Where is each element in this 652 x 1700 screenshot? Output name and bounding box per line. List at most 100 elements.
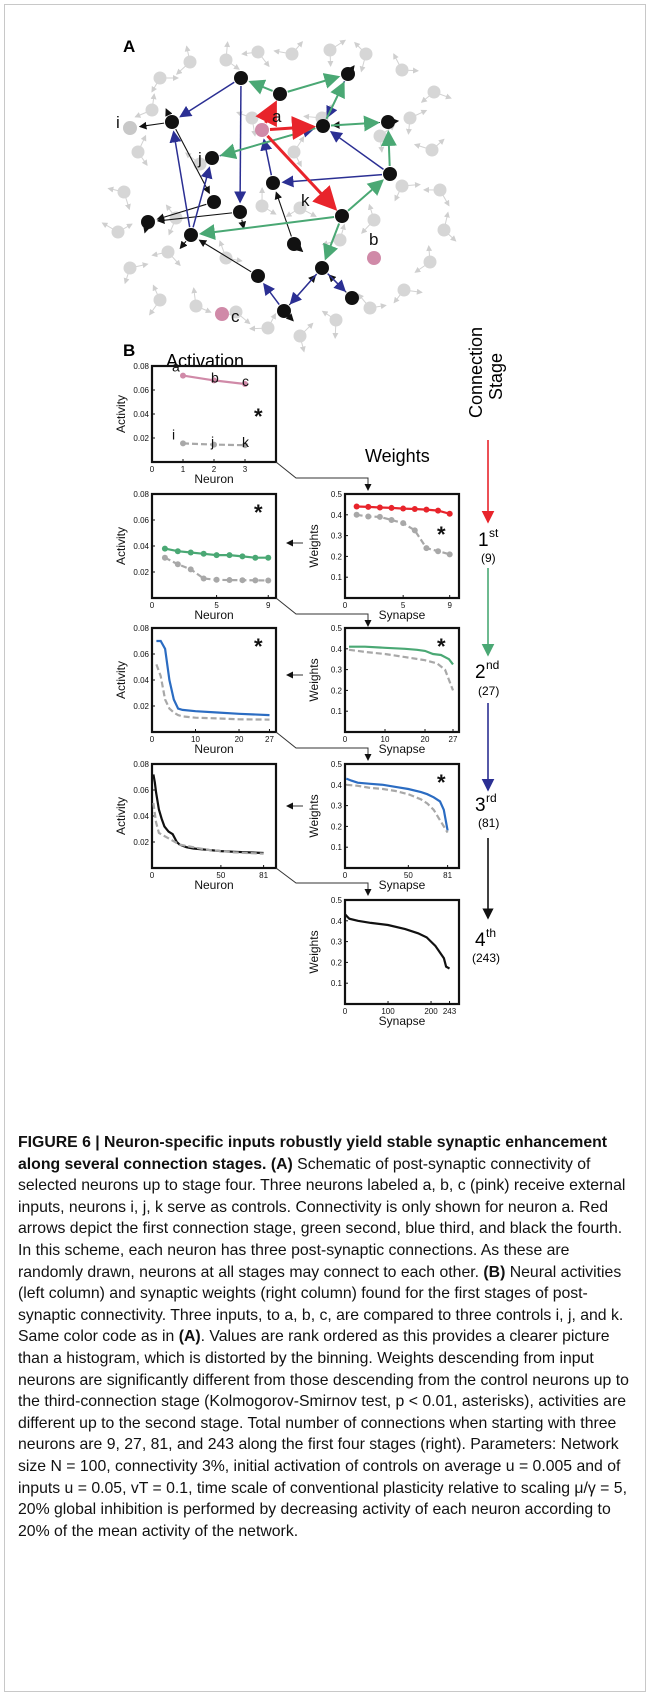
background-neuron xyxy=(395,63,409,77)
stage-2-connection xyxy=(347,179,384,212)
connected-neuron xyxy=(205,151,219,165)
background-neuron xyxy=(145,103,159,117)
stage-4-connection xyxy=(165,108,173,117)
background-neuron xyxy=(111,225,125,239)
significance-asterisk: * xyxy=(437,634,446,659)
stage-3-connection xyxy=(179,81,235,118)
background-neuron xyxy=(427,85,441,99)
point-label-c: c xyxy=(242,373,249,389)
y-axis-label: Activity xyxy=(114,527,128,565)
y-tick-label: 0.06 xyxy=(133,786,149,795)
background-neuron xyxy=(367,213,381,227)
data-point xyxy=(187,549,194,556)
background-neuron xyxy=(395,179,409,193)
caption-part-b-text-1: Neural activities (left column) and syna… xyxy=(18,1263,624,1346)
y-tick-label: 0.06 xyxy=(133,516,149,525)
background-neuron xyxy=(189,299,203,313)
data-point xyxy=(423,545,430,552)
x-tick-label: 200 xyxy=(424,1007,438,1016)
connected-neuron xyxy=(316,119,330,133)
y-tick-label: 0.1 xyxy=(331,843,343,852)
connected-neuron xyxy=(383,167,397,181)
connected-neuron xyxy=(184,228,198,242)
stage-3-connection xyxy=(263,282,280,306)
stage-2-connection xyxy=(380,129,397,167)
background-neuron xyxy=(323,43,337,57)
x-axis-label: Neuron xyxy=(194,878,233,892)
x-tick-label: 0 xyxy=(343,735,348,744)
y-tick-label: 0.02 xyxy=(133,568,149,577)
x-tick-label: 243 xyxy=(443,1007,457,1016)
background-neuron xyxy=(287,145,301,159)
data-point xyxy=(200,575,207,582)
background-neuron xyxy=(229,305,243,319)
y-tick-label: 0.2 xyxy=(331,552,343,561)
stage-2-connection xyxy=(248,79,273,95)
x-tick-label: 20 xyxy=(235,735,244,744)
caption-part-a-label: (A) xyxy=(270,1155,293,1173)
background-neuron xyxy=(183,55,197,69)
y-tick-label: 0.06 xyxy=(133,386,149,395)
y-tick-label: 0.2 xyxy=(331,686,343,695)
background-neuron xyxy=(255,199,269,213)
data-point xyxy=(161,554,168,561)
point-label-b: b xyxy=(211,369,219,385)
data-point xyxy=(265,577,272,584)
connected-neuron xyxy=(315,261,329,275)
stage-4-connection xyxy=(198,239,252,273)
data-point xyxy=(365,503,372,510)
connected-neuron xyxy=(165,115,179,129)
background-neuron xyxy=(161,245,175,259)
neuron-label-i: i xyxy=(116,113,120,132)
significance-asterisk: * xyxy=(254,634,263,659)
stage-3-label: 3 rd (81) xyxy=(475,791,499,830)
y-tick-label: 0.5 xyxy=(331,760,343,769)
svg-text:(9): (9) xyxy=(481,551,496,565)
data-point xyxy=(213,576,220,583)
stage-3-connection xyxy=(327,273,346,292)
stage-1-connection xyxy=(269,116,317,141)
caption-part-b-text-2: . Values are rank ordered as this provid… xyxy=(18,1328,629,1540)
stage-4-connection xyxy=(179,240,188,250)
x-tick-label: 100 xyxy=(381,1007,395,1016)
background-neuron xyxy=(363,301,377,315)
x-axis-label: Neuron xyxy=(194,472,233,486)
x-axis-label: Synapse xyxy=(379,878,426,892)
svg-text:3: 3 xyxy=(475,795,486,816)
connected-neuron xyxy=(341,67,355,81)
data-point xyxy=(174,548,181,555)
connected-neuron xyxy=(207,195,221,209)
background-neuron xyxy=(293,201,307,215)
y-axis-label: Weights xyxy=(307,524,321,567)
connected-neuron xyxy=(273,87,287,101)
y-tick-label: 0.4 xyxy=(331,511,343,520)
y-axis-label: Weights xyxy=(307,930,321,973)
stage-title-line-1: Connection xyxy=(466,327,486,418)
stage-1-connection xyxy=(266,134,338,211)
y-tick-label: 0.06 xyxy=(133,650,149,659)
plot-frame xyxy=(343,626,461,734)
x-tick-label: 9 xyxy=(266,601,271,610)
data-point xyxy=(446,510,453,517)
y-axis-label: Activity xyxy=(114,395,128,433)
stage-4-connection xyxy=(138,121,165,130)
x-tick-label: 9 xyxy=(447,601,452,610)
y-tick-label: 0.5 xyxy=(331,490,343,499)
background-neuron xyxy=(153,71,167,85)
data-point xyxy=(376,513,383,520)
chart-weights-stage-3: 0.1 0.2 0.3 0.4 0.5 0 50 81 Synapse Weights * xyxy=(307,760,461,892)
background-neuron xyxy=(285,47,299,61)
background-neuron xyxy=(219,53,233,67)
data-point xyxy=(213,552,220,559)
data-point xyxy=(423,506,430,513)
x-axis-label: Synapse xyxy=(379,1014,426,1028)
stage-3-connection xyxy=(260,138,273,176)
caption-part-b-ref: (A) xyxy=(178,1328,201,1346)
svg-text:nd: nd xyxy=(486,658,499,672)
background-neuron xyxy=(433,183,447,197)
data-point xyxy=(180,440,186,447)
stage-2-connection xyxy=(323,223,341,261)
background-neuron xyxy=(117,185,131,199)
stage-2-label: 2 nd (27) xyxy=(475,658,499,698)
x-tick-label: 3 xyxy=(243,465,248,474)
